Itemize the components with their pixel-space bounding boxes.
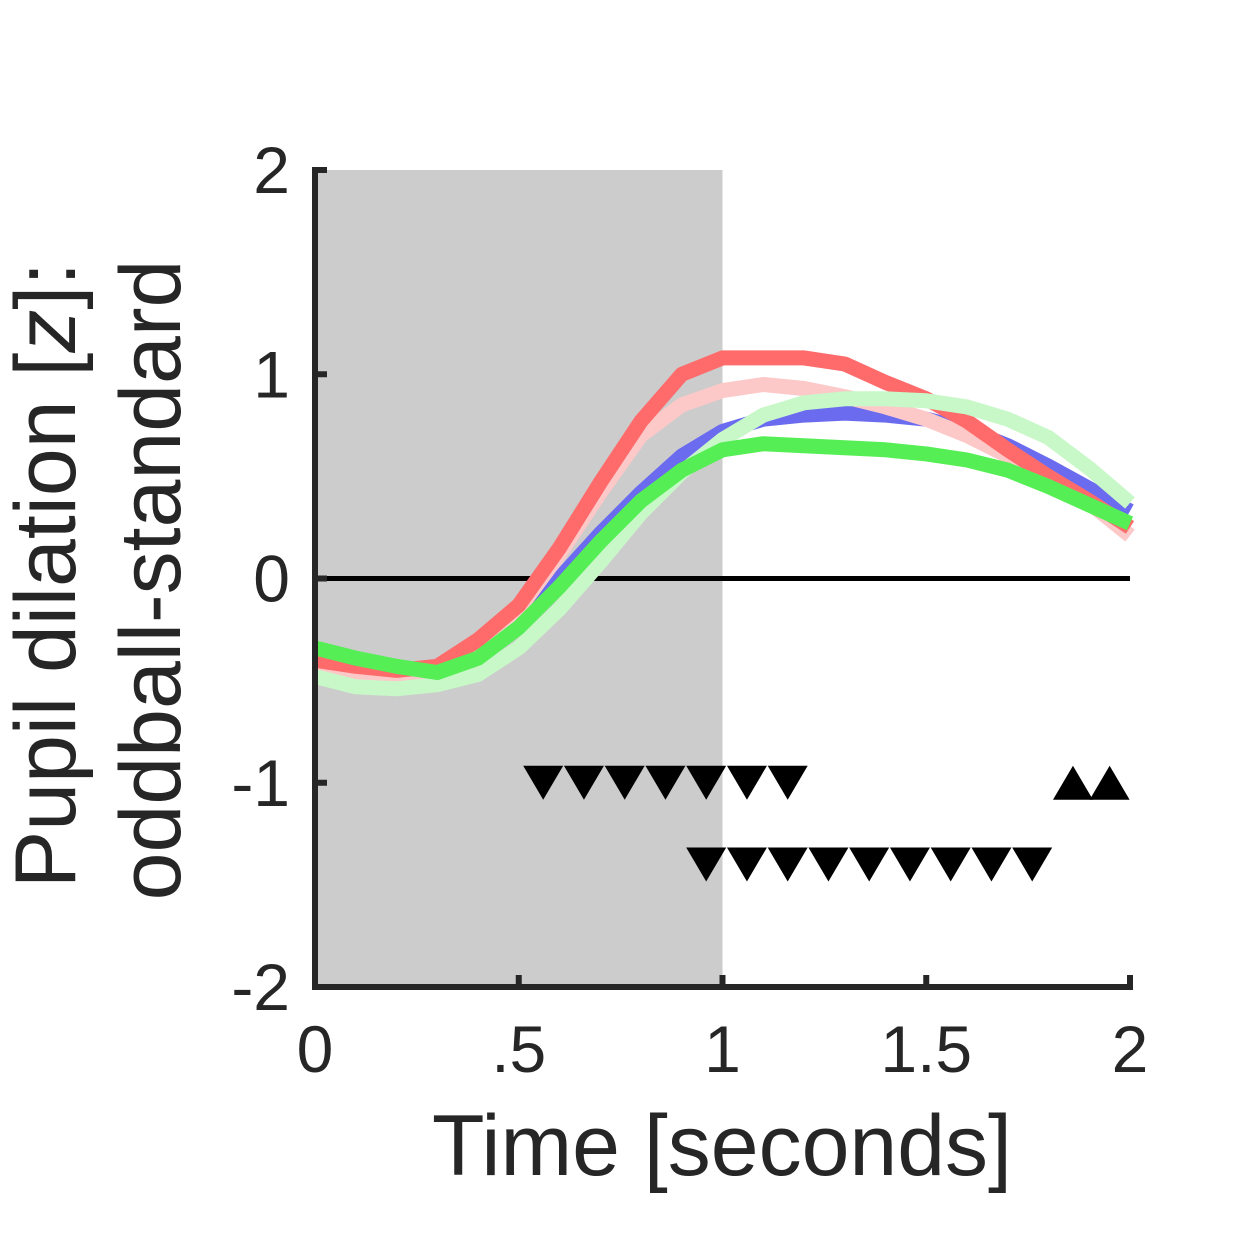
x-axis-label: Time [seconds]	[432, 1098, 1012, 1194]
y-tick-label: -2	[231, 950, 290, 1024]
marker-up-2	[1089, 765, 1130, 800]
marker-down-upper-2	[563, 765, 604, 800]
y-tick-label: -1	[231, 746, 290, 820]
y-axis-label-line1: Pupil dilation [z]:	[0, 262, 94, 888]
marker-down-lower-1	[686, 847, 727, 882]
marker-down-upper-7	[767, 765, 808, 800]
y-tick-label: 2	[253, 133, 290, 207]
y-axis-label-line2: oddball-standard	[103, 260, 199, 901]
x-tick-label: 0	[297, 1012, 334, 1086]
marker-down-upper-4	[645, 765, 686, 800]
axis-labels: Time [seconds] Pupil dilation [z]: oddba…	[0, 260, 1012, 1194]
plot-area	[313, 170, 1135, 987]
marker-down-lower-7	[930, 847, 971, 882]
marker-down-upper-3	[604, 765, 645, 800]
series-line-4	[313, 391, 1135, 697]
marker-down-upper-1	[523, 765, 564, 800]
marker-down-lower-3	[767, 847, 808, 882]
x-tick-label: .5	[491, 1012, 546, 1086]
marker-down-lower-5	[849, 847, 890, 882]
marker-down-lower-6	[889, 847, 930, 882]
marker-down-lower-2	[726, 847, 767, 882]
marker-down-lower-4	[808, 847, 849, 882]
x-tick-label: 1.5	[880, 1012, 972, 1086]
axes: -2 -1 0 1 2 0 .5 1 1.5 2	[231, 133, 1148, 1086]
series-line-3	[313, 350, 1135, 678]
y-tick-label: 0	[253, 542, 290, 616]
marker-down-lower-8	[971, 847, 1012, 882]
marker-down-lower-9	[1012, 847, 1053, 882]
marker-down-upper-5	[686, 765, 727, 800]
marker-up-1	[1052, 765, 1093, 800]
x-tick-label: 2	[1112, 1012, 1149, 1086]
y-tick-label: 1	[253, 337, 290, 411]
series-line-5	[313, 436, 1134, 680]
marker-down-upper-6	[726, 765, 767, 800]
x-tick-label: 1	[704, 1012, 741, 1086]
